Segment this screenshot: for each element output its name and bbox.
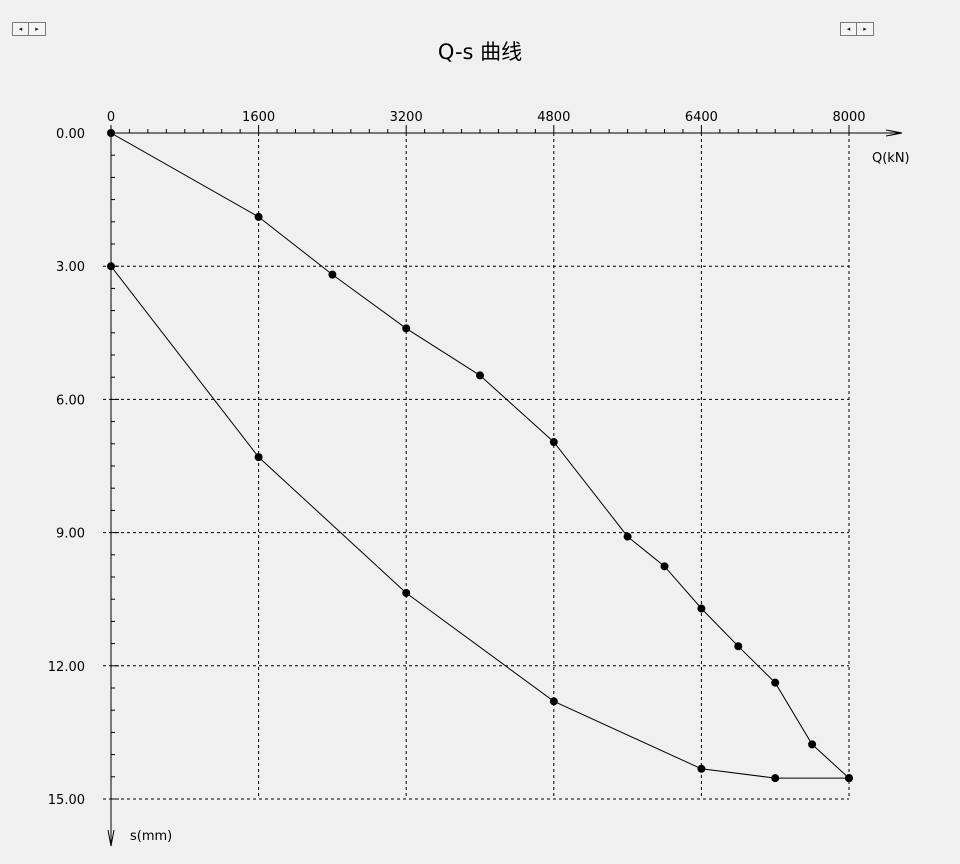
y-axis-arrow bbox=[107, 829, 115, 847]
x-axis-label: Q(kN) bbox=[872, 151, 910, 166]
series-1-point-1 bbox=[771, 774, 780, 783]
left-spin-control[interactable]: ◂ ▸ bbox=[12, 22, 46, 36]
y-tick-label-5: 15.00 bbox=[48, 793, 85, 808]
series-0-point-10 bbox=[771, 678, 780, 687]
x-axis-arrow bbox=[885, 129, 903, 137]
left-next-button[interactable]: ▸ bbox=[29, 22, 46, 36]
right-spin-control[interactable]: ◂ ▸ bbox=[840, 22, 874, 36]
x-tick-label-1: 1600 bbox=[242, 110, 275, 125]
x-tick-label-4: 6400 bbox=[685, 110, 718, 125]
right-prev-button[interactable]: ◂ bbox=[840, 22, 857, 36]
series-0-point-2 bbox=[328, 270, 337, 279]
chart-title: Q-s 曲线 bbox=[438, 40, 522, 64]
series-0-point-8 bbox=[697, 604, 706, 613]
series-0-point-4 bbox=[476, 371, 484, 380]
series-0-point-11 bbox=[808, 740, 817, 749]
series-0-point-1 bbox=[254, 212, 263, 221]
series-1-point-5 bbox=[254, 453, 263, 462]
series-0-point-7 bbox=[660, 562, 669, 571]
y-tick-label-3: 9.00 bbox=[56, 527, 85, 542]
series-0-point-5 bbox=[549, 438, 558, 447]
right-next-button[interactable]: ▸ bbox=[857, 22, 874, 36]
series-1-point-6 bbox=[107, 262, 115, 271]
left-prev-button[interactable]: ◂ bbox=[12, 22, 29, 36]
series-0-point-9 bbox=[734, 642, 743, 651]
series-0-point-3 bbox=[402, 324, 411, 333]
y-tick-label-1: 3.00 bbox=[56, 260, 85, 275]
x-tick-label-0: 0 bbox=[107, 110, 115, 125]
series-1-line bbox=[110, 265, 849, 779]
x-tick-label-3: 4800 bbox=[537, 110, 570, 125]
series-1-point-4 bbox=[402, 588, 411, 597]
series-1-point-2 bbox=[697, 764, 706, 773]
series-0-point-6 bbox=[623, 532, 632, 541]
series-0-point-0 bbox=[107, 129, 115, 137]
y-axis-label: s(mm) bbox=[130, 829, 172, 844]
series-1-point-3 bbox=[549, 697, 558, 706]
series-1-point-0 bbox=[845, 774, 853, 783]
y-tick-label-0: 0.00 bbox=[56, 127, 85, 142]
y-tick-label-2: 6.00 bbox=[56, 393, 85, 408]
x-tick-label-2: 3200 bbox=[390, 110, 423, 125]
y-tick-label-4: 12.00 bbox=[48, 660, 85, 675]
series-0-line bbox=[110, 132, 850, 779]
x-tick-label-5: 8000 bbox=[832, 110, 865, 125]
